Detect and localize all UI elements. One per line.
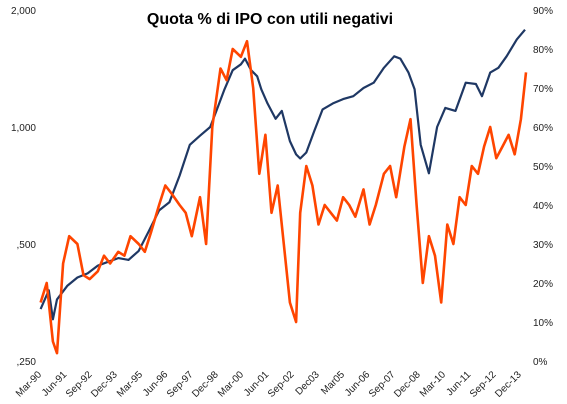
right-tick-label: 90% bbox=[533, 6, 553, 17]
left-tick-label: ,500 bbox=[17, 240, 37, 251]
x-tick-label: Dec-98 bbox=[190, 369, 221, 400]
right-tick-label: 50% bbox=[533, 162, 553, 173]
x-tick-label: Mar-00 bbox=[216, 369, 246, 399]
left-axis: ,250 ,500 1,000 2,000 bbox=[11, 6, 36, 368]
x-tick-label: Dec03 bbox=[294, 369, 323, 398]
x-tick-label: Mar-10 bbox=[418, 369, 448, 399]
left-tick-label: ,250 bbox=[17, 357, 37, 368]
x-tick-label: Dec-13 bbox=[493, 369, 524, 400]
left-tick-label: 2,000 bbox=[11, 6, 36, 17]
x-tick-label: Sep-92 bbox=[64, 369, 95, 400]
x-tick-label: Sep-07 bbox=[367, 369, 398, 400]
right-tick-label: 40% bbox=[533, 201, 553, 212]
x-tick-label: Sep-12 bbox=[468, 369, 499, 400]
x-tick-label: Mar05 bbox=[319, 369, 347, 397]
index-series-line bbox=[39, 28, 526, 321]
right-tick-label: 30% bbox=[533, 240, 553, 251]
x-tick-label: Sep-97 bbox=[165, 369, 196, 400]
ipo-share-series-line bbox=[39, 39, 528, 355]
left-tick-label: 1,000 bbox=[11, 123, 36, 134]
x-tick-label: Dec-93 bbox=[89, 369, 120, 400]
right-tick-label: 10% bbox=[533, 318, 553, 329]
right-axis: 0% 10% 20% 30% 40% 50% 60% 70% 80% 90% bbox=[533, 6, 553, 368]
x-axis: Mar-90Jun-91Sep-92Dec-93Mar-95Jun-96Sep-… bbox=[14, 369, 524, 400]
x-tick-label: Sep-02 bbox=[266, 369, 297, 400]
right-tick-label: 70% bbox=[533, 84, 553, 95]
x-tick-label: Dec-08 bbox=[392, 369, 423, 400]
x-tick-label: Mar-90 bbox=[14, 369, 44, 399]
right-tick-label: 20% bbox=[533, 279, 553, 290]
right-tick-label: 60% bbox=[533, 123, 553, 134]
right-tick-label: 80% bbox=[533, 45, 553, 56]
x-tick-label: Mar-95 bbox=[115, 369, 145, 399]
chart-title: Quota % di IPO con utili negativi bbox=[147, 11, 393, 28]
right-tick-label: 0% bbox=[533, 357, 548, 368]
series-layer bbox=[39, 28, 528, 355]
